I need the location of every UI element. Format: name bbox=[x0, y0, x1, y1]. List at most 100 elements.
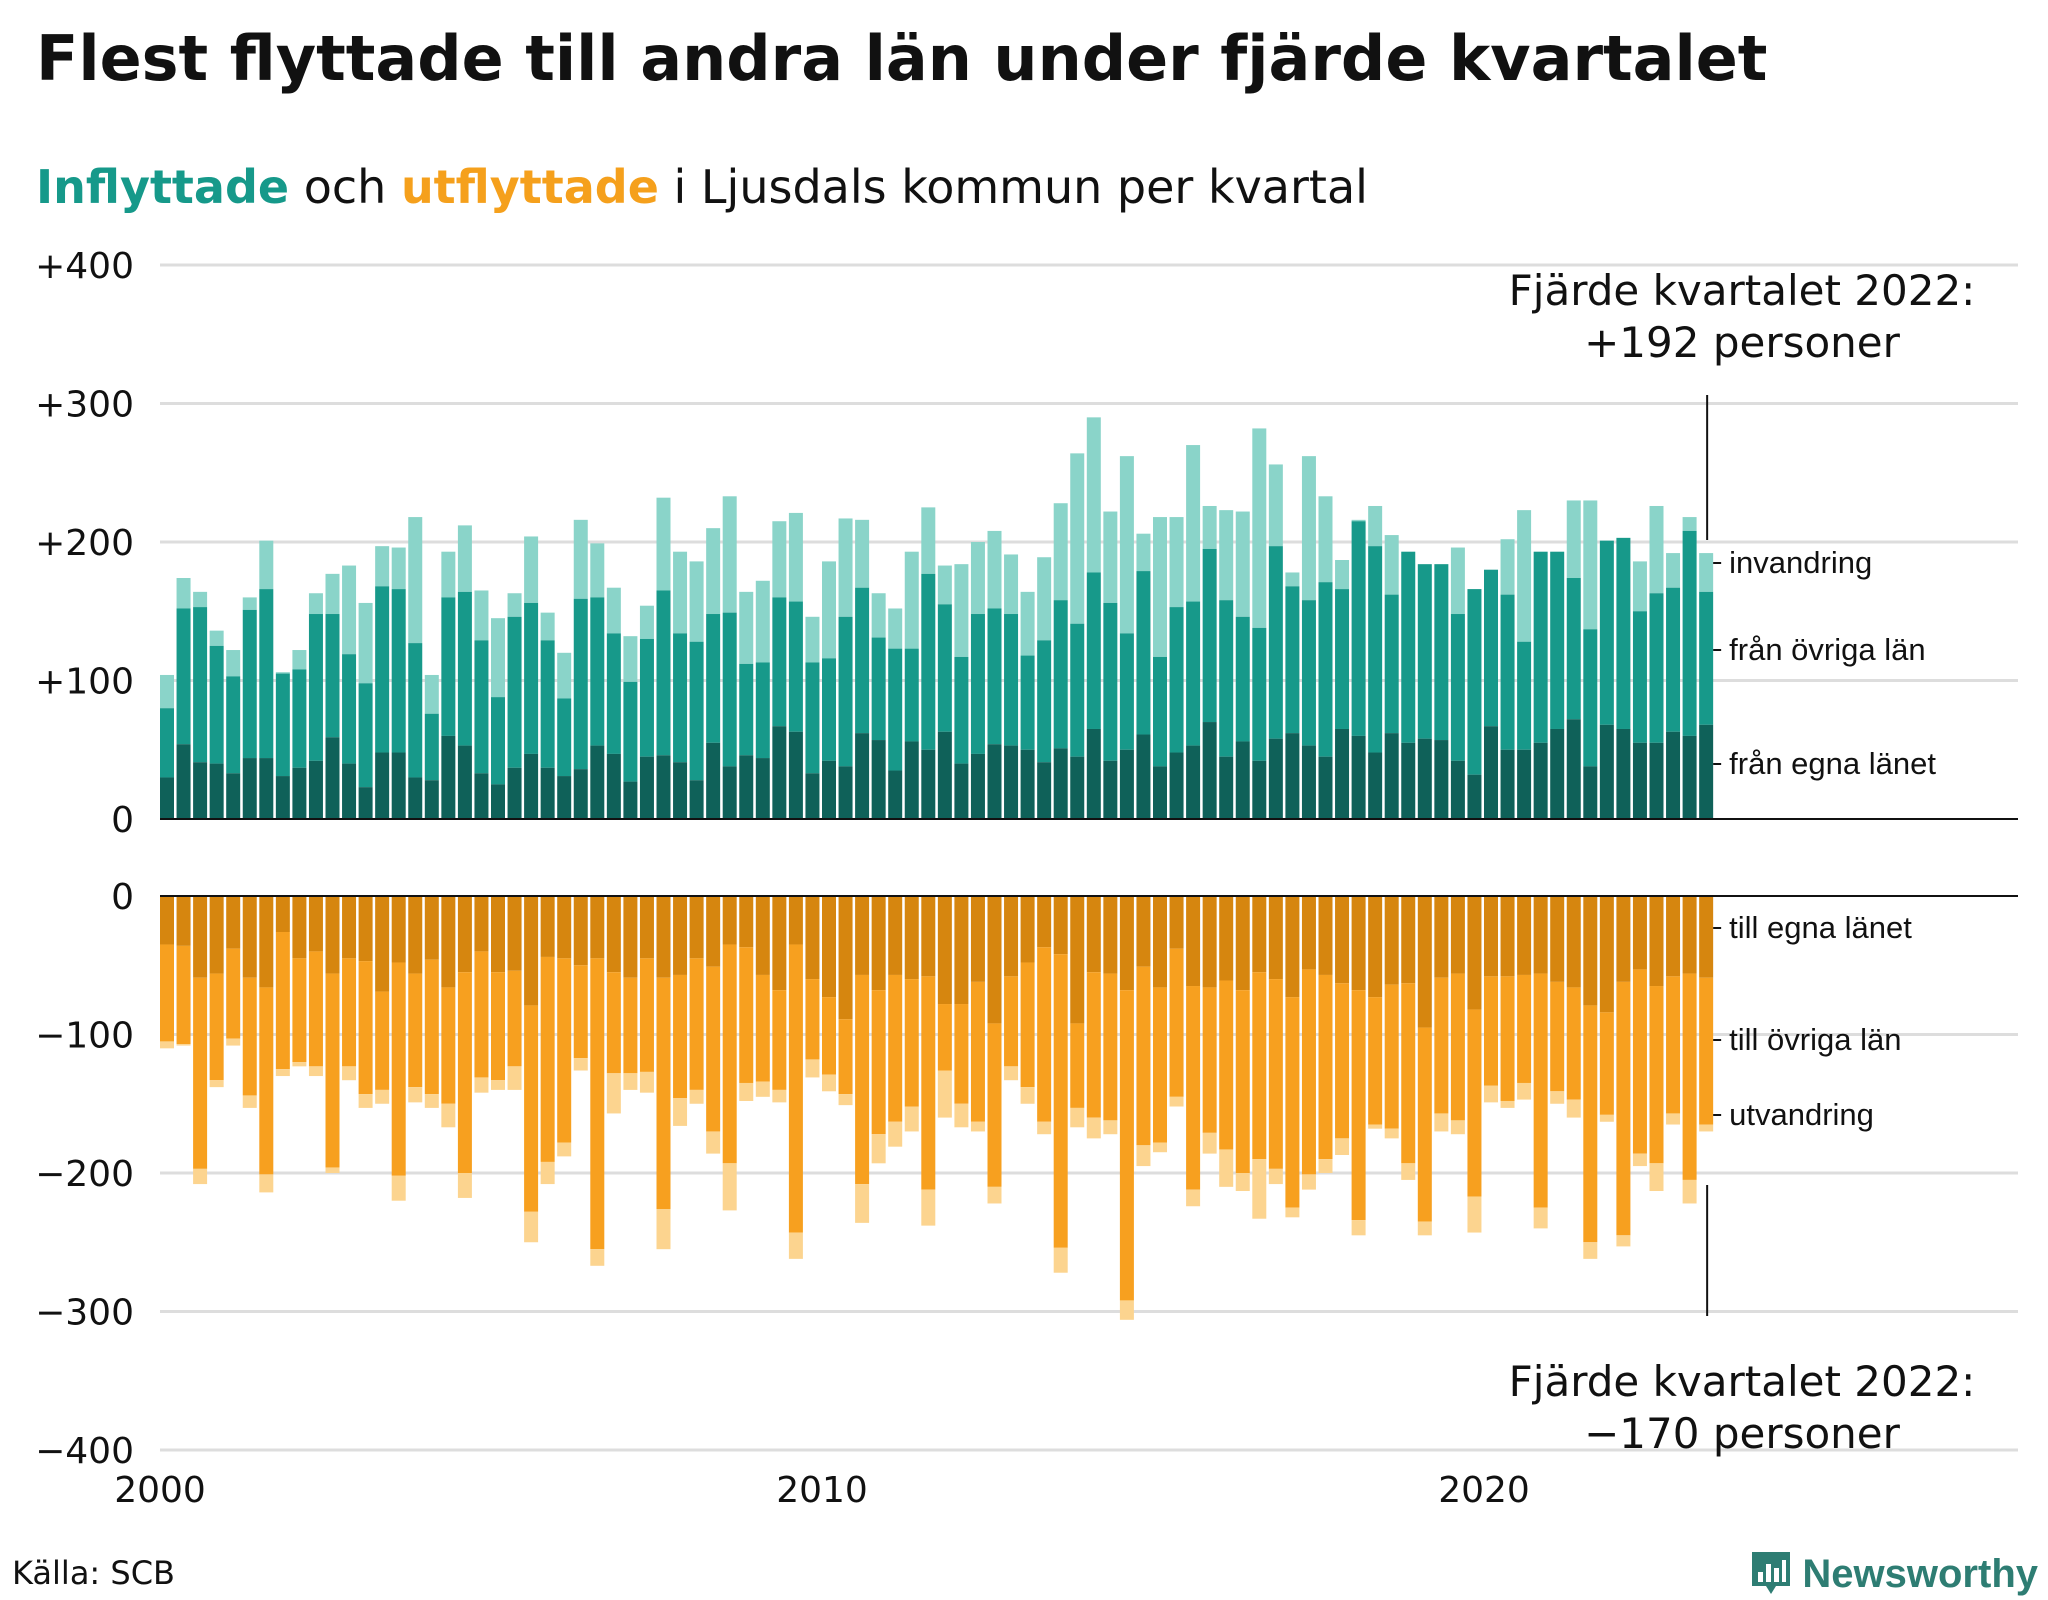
bar-inflow-other-counties bbox=[358, 683, 373, 788]
bar-outflow-emigration bbox=[805, 1059, 820, 1078]
bar-outflow-own-county bbox=[606, 896, 621, 973]
bar-inflow-immigration bbox=[987, 530, 1002, 609]
bar-inflow-other-counties bbox=[1666, 587, 1681, 732]
bar-inflow-own-county bbox=[540, 767, 555, 819]
bar-inflow-immigration bbox=[1335, 560, 1350, 590]
bar-outflow-own-county bbox=[1186, 896, 1201, 987]
bar-inflow-immigration bbox=[1649, 505, 1664, 594]
bar-outflow-own-county bbox=[1070, 896, 1085, 1024]
bar-inflow-other-counties bbox=[1467, 589, 1482, 775]
bar-inflow-own-county bbox=[1368, 752, 1383, 819]
bar-outflow-other-counties bbox=[1335, 983, 1350, 1139]
bar-outflow-emigration bbox=[1318, 1159, 1333, 1173]
bar-inflow-own-county bbox=[822, 760, 836, 819]
bar-inflow-immigration bbox=[491, 618, 505, 698]
bar-outflow-other-counties bbox=[408, 973, 423, 1088]
bar-inflow-own-county bbox=[656, 755, 671, 819]
bar-outflow-emigration bbox=[1252, 1159, 1267, 1219]
bar-outflow-other-counties bbox=[193, 977, 208, 1169]
bar-inflow-own-county bbox=[689, 780, 704, 819]
bar-outflow-own-county bbox=[1285, 896, 1300, 998]
bar-inflow-other-counties bbox=[1070, 623, 1085, 757]
bar-outflow-emigration bbox=[1384, 1128, 1399, 1139]
bar-inflow-immigration bbox=[209, 630, 224, 646]
bar-inflow-other-counties bbox=[739, 663, 754, 756]
bar-inflow-immigration bbox=[755, 580, 770, 663]
bar-outflow-other-counties bbox=[209, 973, 224, 1081]
bar-inflow-other-counties bbox=[805, 662, 820, 774]
bar-inflow-own-county bbox=[706, 742, 721, 819]
bar-outflow-emigration bbox=[342, 1066, 357, 1081]
bar-inflow-other-counties bbox=[722, 612, 737, 767]
bar-outflow-other-counties bbox=[1450, 973, 1465, 1121]
bar-outflow-own-county bbox=[226, 896, 241, 949]
bar-outflow-other-counties bbox=[1666, 976, 1681, 1114]
bar-inflow-other-counties bbox=[1599, 540, 1614, 725]
bar-inflow-own-county bbox=[921, 749, 936, 819]
bar-inflow-immigration bbox=[1252, 428, 1267, 628]
bar-inflow-immigration bbox=[457, 525, 472, 592]
bar-outflow-own-county bbox=[358, 896, 373, 962]
bar-inflow-immigration bbox=[855, 519, 870, 588]
bar-outflow-emigration bbox=[904, 1106, 919, 1132]
bar-outflow-own-county bbox=[557, 896, 572, 959]
bar-inflow-other-counties bbox=[557, 698, 572, 777]
bar-outflow-other-counties bbox=[706, 966, 721, 1132]
bar-inflow-other-counties bbox=[689, 641, 704, 781]
bar-outflow-other-counties bbox=[308, 951, 323, 1067]
bar-inflow-own-county bbox=[970, 753, 985, 819]
bar-outflow-emigration bbox=[937, 1070, 952, 1118]
bar-outflow-other-counties bbox=[441, 987, 456, 1104]
bar-outflow-emigration bbox=[325, 1167, 340, 1173]
bar-outflow-own-county bbox=[1268, 896, 1283, 980]
bar-outflow-emigration bbox=[1186, 1189, 1201, 1207]
bar-inflow-own-county bbox=[292, 767, 307, 819]
bar-inflow-own-county bbox=[1384, 733, 1399, 819]
bar-inflow-own-county bbox=[772, 726, 787, 819]
bar-inflow-own-county bbox=[639, 756, 654, 819]
bar-outflow-other-counties bbox=[639, 958, 654, 1072]
bar-outflow-own-county bbox=[1202, 896, 1217, 988]
bar-outflow-own-county bbox=[1666, 896, 1681, 977]
bar-inflow-immigration bbox=[954, 564, 969, 657]
x-tick-label: 2010 bbox=[776, 1470, 868, 1511]
bar-inflow-immigration bbox=[1004, 554, 1019, 615]
bar-inflow-other-counties bbox=[1583, 629, 1598, 767]
bar-outflow-other-counties bbox=[656, 977, 671, 1210]
bar-outflow-other-counties bbox=[1533, 973, 1548, 1208]
bar-outflow-emigration bbox=[1235, 1173, 1250, 1192]
bar-inflow-other-counties bbox=[1616, 537, 1631, 729]
bar-inflow-immigration bbox=[722, 496, 737, 613]
bar-outflow-other-counties bbox=[871, 990, 886, 1135]
bar-outflow-emigration bbox=[1153, 1142, 1167, 1153]
bar-inflow-own-county bbox=[1467, 774, 1482, 819]
bar-outflow-own-county bbox=[656, 896, 671, 978]
bar-inflow-immigration bbox=[375, 546, 390, 587]
bar-outflow-own-county bbox=[1583, 896, 1598, 1006]
bar-inflow-own-county bbox=[1053, 748, 1068, 819]
bar-outflow-own-county bbox=[259, 896, 274, 988]
y-tick-label-bottom: −200 bbox=[35, 1154, 134, 1195]
y-tick-label-top: 0 bbox=[111, 800, 134, 841]
bar-outflow-own-county bbox=[1136, 896, 1151, 967]
bar-outflow-own-county bbox=[772, 896, 787, 991]
bar-outflow-own-county bbox=[275, 896, 290, 933]
bar-outflow-own-county bbox=[739, 896, 754, 948]
bar-outflow-own-county bbox=[590, 896, 605, 959]
bar-inflow-immigration bbox=[1119, 456, 1134, 634]
bar-outflow-emigration bbox=[1136, 1145, 1151, 1167]
bar-outflow-emigration bbox=[1649, 1163, 1664, 1192]
bar-inflow-immigration bbox=[656, 497, 671, 591]
bar-inflow-other-counties bbox=[855, 587, 870, 734]
bar-inflow-own-county bbox=[242, 758, 257, 819]
bar-outflow-emigration bbox=[1119, 1300, 1134, 1320]
bar-outflow-emigration bbox=[1169, 1096, 1184, 1107]
bar-inflow-other-counties bbox=[1368, 546, 1383, 753]
bar-outflow-other-counties bbox=[1153, 987, 1167, 1143]
bar-outflow-other-counties bbox=[275, 932, 290, 1070]
bar-outflow-other-counties bbox=[1368, 997, 1383, 1125]
bar-outflow-emigration bbox=[176, 1044, 191, 1046]
bar-outflow-other-counties bbox=[1103, 973, 1118, 1121]
bar-outflow-other-counties bbox=[474, 951, 489, 1078]
bar-inflow-own-county bbox=[838, 766, 853, 819]
